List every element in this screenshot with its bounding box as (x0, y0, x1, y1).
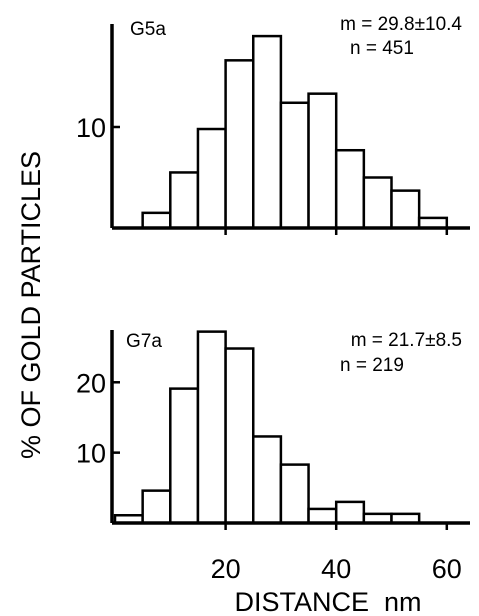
x-tick-labels: 20 40 60 (211, 554, 462, 584)
histogram-bar (336, 502, 364, 523)
histogram-bar (226, 349, 254, 523)
histogram-bar (336, 150, 364, 228)
panel-top: G5a m = 29.8±10.4 n = 451 10 (76, 14, 470, 235)
histogram-bar (143, 213, 171, 228)
histogram-bar (309, 509, 337, 523)
histogram-bar (143, 491, 171, 523)
histogram-bar (198, 129, 226, 228)
x-tick-label: 60 (432, 554, 462, 584)
stat-n: n = 219 (340, 355, 404, 376)
histogram-bar (226, 60, 254, 228)
panel-label: G7a (126, 331, 162, 352)
stat-mean: m = 21.7±8.5 (351, 330, 462, 351)
stat-n: n = 451 (350, 38, 414, 59)
x-tick-label: 20 (211, 554, 241, 584)
panel-bottom: G7a m = 21.7±8.5 n = 219 10 20 (76, 330, 470, 530)
histogram-bar (392, 191, 420, 228)
histogram-bar (281, 465, 309, 523)
x-tick-label: 40 (321, 554, 351, 584)
histogram-bar (253, 36, 281, 228)
histogram-bar (170, 389, 198, 523)
y-tick-label: 20 (76, 368, 106, 398)
panel-label: G5a (130, 19, 166, 40)
bars (143, 36, 447, 228)
histogram-bar (253, 436, 281, 523)
y-tick-label: 10 (76, 113, 106, 143)
histogram-bar (309, 94, 337, 228)
histogram-bar (364, 178, 392, 229)
histogram-bar (198, 332, 226, 523)
stat-mean: m = 29.8±10.4 (340, 14, 462, 35)
histogram-bar (281, 103, 309, 228)
y-axis-label: % OF GOLD PARTICLES (16, 151, 46, 459)
y-tick-label: 10 (76, 439, 106, 469)
x-axis-label: DISTANCE nm (234, 587, 421, 616)
histogram-bar (170, 172, 198, 228)
